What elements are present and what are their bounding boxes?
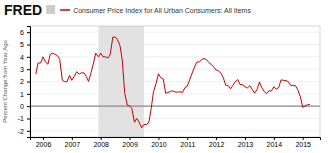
grid-line	[30, 81, 320, 82]
tick-label: 1	[20, 91, 24, 98]
tick: 2008	[93, 137, 109, 148]
tick: 2	[20, 78, 30, 85]
tick-mark	[158, 137, 159, 140]
line	[36, 37, 310, 128]
grid-line	[30, 130, 320, 131]
tick-label: 2011	[180, 141, 195, 148]
tick-label: 2012	[209, 141, 225, 148]
tick: 2012	[209, 137, 225, 148]
tick-label: 3	[20, 66, 24, 73]
tick: 2010	[151, 137, 167, 148]
tick-mark	[27, 69, 30, 70]
grid-line	[30, 118, 320, 119]
tick-label: 6	[20, 29, 24, 36]
tick: 5	[20, 41, 30, 48]
tick: 3	[20, 66, 30, 73]
y-axis: -2 -1 0 1 2 3 4 5 6	[18, 27, 31, 138]
tick-label: 5	[20, 41, 24, 48]
tick-label: 2007	[65, 141, 81, 148]
grid	[30, 32, 320, 131]
tick: 2007	[65, 137, 81, 148]
tick-label: 2010	[151, 141, 167, 148]
tick: 2006	[36, 137, 52, 148]
tick: -2	[18, 128, 30, 135]
annotation: FRED	[4, 2, 42, 18]
grid-line	[30, 56, 320, 57]
tick-label: 2013	[238, 141, 254, 148]
tick-label: 2008	[93, 141, 109, 148]
tick: 6	[20, 29, 30, 36]
header: FRED Consumer Price Index for All Urban C…	[4, 2, 251, 18]
tick: 4	[20, 54, 30, 61]
tick-label: 2015	[295, 141, 311, 148]
tick: 1	[20, 91, 30, 98]
tick-label: 2006	[36, 141, 52, 148]
plot: 2006200720082009201020112012201320142015…	[18, 26, 321, 148]
tick-mark	[27, 82, 30, 83]
tick-mark	[27, 131, 30, 132]
tick-mark	[72, 137, 73, 140]
title: Consumer Price Index for All Urban Consu…	[73, 7, 251, 14]
tick-label: 0	[20, 103, 24, 110]
grid-line	[30, 93, 320, 94]
tick-mark	[27, 32, 30, 33]
tick-mark	[27, 119, 30, 120]
tick-label: 2009	[122, 141, 138, 148]
tick-mark	[101, 137, 102, 140]
tick-label: -2	[18, 128, 24, 135]
tick-label: 4	[20, 54, 24, 61]
tick-mark	[43, 137, 44, 140]
tick-mark	[27, 106, 30, 107]
tick: 0	[20, 103, 30, 110]
legend-swatch	[60, 9, 70, 11]
y-axis-title: Percent Change from Year Ago	[2, 39, 8, 122]
tick: 2013	[238, 137, 254, 148]
tick: -1	[18, 115, 30, 122]
tick-mark	[245, 137, 246, 140]
chart: FRED Consumer Price Index for All Urban C…	[0, 0, 330, 153]
tick: 2009	[122, 137, 138, 148]
axis-line	[27, 27, 31, 138]
tick-mark	[27, 57, 30, 58]
grid-line	[30, 69, 320, 70]
tick-mark	[130, 137, 131, 140]
tick-mark	[216, 137, 217, 140]
shaded-region	[98, 26, 144, 137]
grid-line	[30, 44, 320, 45]
x-axis: 2006 2007 2008 2009 2010 2011 2012 2013 2014 2015	[31, 137, 321, 148]
grid-line	[30, 106, 320, 107]
tick-mark	[27, 45, 30, 46]
data-area	[30, 26, 320, 137]
plot-frame	[30, 26, 320, 137]
tick-label: 2014	[267, 141, 283, 148]
tick-mark	[274, 137, 275, 140]
reference-line	[30, 106, 320, 107]
axis-line	[31, 138, 321, 141]
tick-mark	[303, 137, 304, 140]
grid-line	[30, 32, 320, 33]
logo-icon	[46, 5, 55, 14]
tick-label: -1	[18, 115, 24, 122]
tick: 2011	[180, 137, 195, 148]
tick: 2014	[267, 137, 283, 148]
tick-mark	[187, 137, 188, 140]
tick: 2015	[295, 137, 311, 148]
tick-mark	[27, 94, 30, 95]
tick-label: 2	[20, 78, 24, 85]
